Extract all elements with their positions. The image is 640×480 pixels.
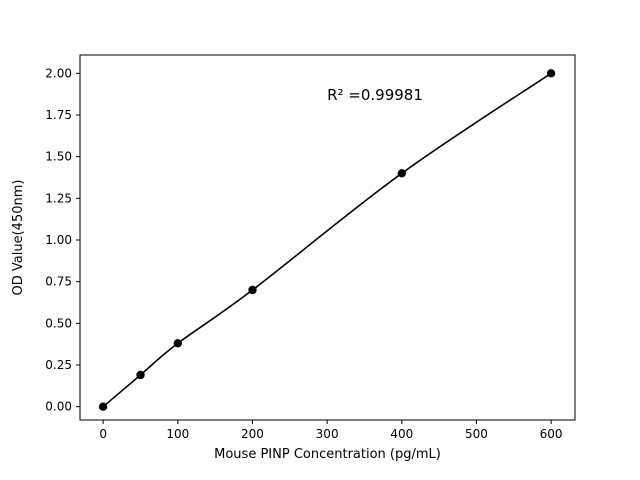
y-tick-label: 0.50 — [45, 316, 72, 330]
x-tick-label: 300 — [316, 427, 339, 441]
y-axis-label: OD Value(450nm) — [11, 180, 26, 296]
data-point-marker — [173, 339, 182, 348]
y-tick-label: 1.25 — [45, 191, 72, 205]
y-tick-label: 0.75 — [45, 275, 72, 289]
x-tick-label: 400 — [390, 427, 413, 441]
data-point-marker — [397, 169, 406, 178]
y-tick-label: 0.00 — [45, 400, 72, 414]
y-tick-label: 2.00 — [45, 66, 72, 80]
data-point-marker — [248, 285, 257, 295]
x-tick-label: 200 — [241, 427, 264, 441]
y-tick-label: 0.25 — [45, 358, 72, 372]
y-tick-label: 1.50 — [45, 150, 72, 164]
x-tick-label: 600 — [540, 427, 563, 441]
x-tick-label: 100 — [166, 427, 189, 441]
data-point-marker — [98, 402, 108, 411]
x-tick-label: 0 — [99, 427, 107, 441]
y-tick-label: 1.75 — [45, 108, 72, 122]
y-tick-label: 1.00 — [45, 233, 72, 247]
data-point-marker — [136, 370, 145, 380]
x-axis-label: Mouse PINP Concentration (pg/mL) — [214, 447, 441, 462]
data-point-marker — [546, 69, 556, 78]
r-squared-annotation: R² =0.99981 — [327, 86, 423, 104]
x-tick-label: 500 — [465, 427, 488, 441]
